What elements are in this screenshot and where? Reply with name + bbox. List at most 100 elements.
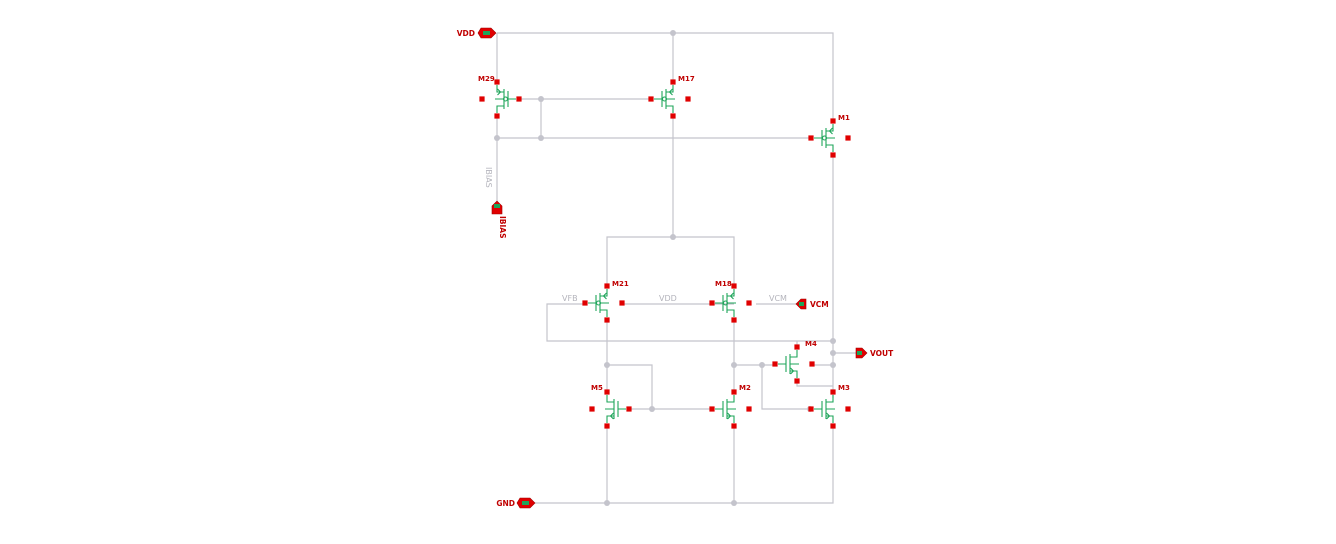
m29-source-pin[interactable]: [494, 113, 500, 119]
gnd-rail-wire: [535, 426, 834, 504]
vdd-body-net-label: VDD: [659, 294, 677, 303]
m4-source-wire: [796, 382, 833, 387]
m18-transistor[interactable]: [709, 283, 752, 323]
m5-gate-pin[interactable]: [626, 406, 632, 412]
m2-symbol: [715, 395, 736, 423]
m29-gate-bubble: [502, 96, 509, 102]
m3-body-pin[interactable]: [845, 406, 851, 412]
junction-dot: [538, 96, 544, 102]
m17-drain-pin[interactable]: [670, 79, 676, 85]
m4-instance-label: M4: [805, 340, 817, 348]
m2-body-pin[interactable]: [746, 406, 752, 412]
vfb-net-label: VFB: [562, 294, 578, 303]
m18-arrow: [729, 292, 734, 300]
vout-port-label: VOUT: [870, 349, 894, 358]
vdd-port[interactable]: VDD: [457, 27, 497, 39]
m21-drain-pin[interactable]: [604, 283, 610, 289]
m17-gate-bubble: [661, 96, 668, 102]
m3-source-pin[interactable]: [830, 423, 836, 429]
m4-source-pin[interactable]: [794, 378, 800, 384]
m1-gate-pin[interactable]: [808, 135, 814, 141]
m18-gate-pin[interactable]: [709, 300, 715, 306]
m17-transistor[interactable]: [648, 79, 691, 119]
m5-symbol: [605, 395, 626, 423]
junction-dot: [830, 362, 836, 368]
m18-source-pin[interactable]: [731, 317, 737, 323]
junction-dot: [670, 234, 676, 240]
m5-instance-label: M5: [591, 384, 603, 392]
m21-instance-label: M21: [612, 280, 629, 288]
vdd-port-label: VDD: [457, 29, 475, 38]
m2-source-pin[interactable]: [731, 423, 737, 429]
gnd-port[interactable]: GND: [496, 497, 536, 509]
m29-arrow: [497, 88, 502, 96]
vcm-port[interactable]: VCM: [795, 298, 829, 310]
m17-arrow: [668, 88, 673, 96]
m5-body-pin[interactable]: [589, 406, 595, 412]
m17-source-pin[interactable]: [670, 113, 676, 119]
vdd-rail-wire: [497, 32, 834, 122]
m5-arrow: [609, 412, 614, 420]
m4-symbol: [778, 350, 799, 378]
m21-transistor[interactable]: [582, 283, 625, 323]
m3-transistor[interactable]: [808, 389, 851, 429]
m4-gate-pin[interactable]: [772, 361, 778, 367]
m1-drain-pin[interactable]: [830, 118, 836, 124]
transistors: [479, 79, 851, 429]
m29-body-pin[interactable]: [479, 96, 485, 102]
m3-gate-pin[interactable]: [808, 406, 814, 412]
junctions: [494, 30, 836, 506]
m29-transistor[interactable]: [479, 79, 522, 119]
m2-gate-pin[interactable]: [709, 406, 715, 412]
m2-instance-label: M2: [739, 384, 751, 392]
m29-gate-pin[interactable]: [516, 96, 522, 102]
m3-drain-pin[interactable]: [830, 389, 836, 395]
m1-instance-label: M1: [838, 114, 850, 122]
m1-arrow: [828, 127, 833, 135]
m17-gate-pin[interactable]: [648, 96, 654, 102]
m17-instance-label: M17: [678, 75, 695, 83]
m17-body-pin[interactable]: [685, 96, 691, 102]
junction-dot: [830, 350, 836, 356]
m1-body-pin[interactable]: [845, 135, 851, 141]
vcm-port-label: VCM: [810, 300, 829, 309]
vout-port[interactable]: VOUT: [855, 347, 894, 359]
m1-transistor[interactable]: [808, 118, 851, 158]
ibias-port[interactable]: IBIAS: [491, 200, 507, 239]
m21-source-pin[interactable]: [604, 317, 610, 323]
m18-instance-label: M18: [715, 280, 732, 288]
m5-diode-wire: [607, 364, 653, 409]
junction-dot: [649, 406, 655, 412]
m2-drain-pin[interactable]: [731, 389, 737, 395]
m5-transistor[interactable]: [589, 389, 632, 429]
m2-transistor[interactable]: [709, 389, 752, 429]
m4-body-pin[interactable]: [809, 361, 815, 367]
m5-source-pin[interactable]: [604, 423, 610, 429]
m1-source-pin[interactable]: [830, 152, 836, 158]
m2-arrow: [727, 412, 732, 420]
m5-drain-pin[interactable]: [604, 389, 610, 395]
m1-gate-bubble: [821, 135, 828, 141]
m18-body-pin[interactable]: [746, 300, 752, 306]
m29-instance-label: M29: [478, 75, 495, 83]
m29-drain-pin[interactable]: [494, 79, 500, 85]
m18-drain-pin[interactable]: [731, 283, 737, 289]
junction-dot: [731, 500, 737, 506]
m21-arrow: [602, 292, 607, 300]
m4-drain-pin[interactable]: [794, 344, 800, 350]
m18-gate-bubble: [722, 300, 729, 306]
m21-body-pin[interactable]: [619, 300, 625, 306]
junction-dot: [830, 338, 836, 344]
m4-arrow: [790, 367, 795, 375]
m3-gate-wire: [761, 365, 810, 410]
junction-dot: [731, 362, 737, 368]
m3-instance-label: M3: [838, 384, 850, 392]
junction-dot: [538, 135, 544, 141]
ibias-port-label: IBIAS: [498, 216, 507, 239]
m21-gate-pin[interactable]: [582, 300, 588, 306]
m4-transistor[interactable]: [772, 344, 815, 384]
junction-dot: [604, 362, 610, 368]
junction-dot: [494, 135, 500, 141]
m21-gate-bubble: [595, 300, 602, 306]
